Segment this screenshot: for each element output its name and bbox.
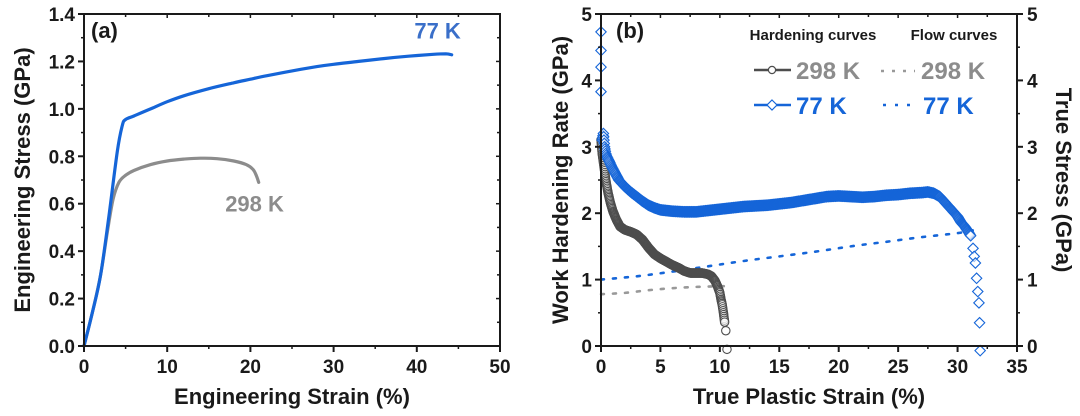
y-tick-label: 1.0: [49, 100, 75, 121]
y2-tick-label: 5: [1027, 5, 1038, 26]
x-tick-label: 30: [323, 357, 344, 378]
x-tick-label: 5: [655, 357, 666, 378]
data-point: [973, 316, 986, 329]
series-line-77-k-flow: [599, 228, 977, 281]
x-tick-label: 10: [157, 357, 178, 378]
series-298-k-hardening: [596, 135, 732, 355]
panel-a-stress-strain-chart: 0 10 20 30 40 500.00.20.40.60.81.01.21.4 (a) …: [10, 5, 511, 409]
legend-label-77k-flow: 77 K: [923, 93, 974, 120]
y-tick-label: 0.0: [49, 337, 75, 358]
y-tick-label: 1.2: [49, 52, 75, 73]
data-point: [974, 344, 987, 357]
x-tick-label: 0: [596, 357, 607, 378]
panel-label-b: (b): [616, 18, 644, 43]
annotation-298k: 298 K: [225, 192, 284, 217]
series-line-298k: [82, 156, 261, 348]
y-tick-label: 3: [581, 138, 592, 159]
data-point: [721, 325, 731, 336]
legend-label-298k-flow: 298 K: [921, 58, 986, 85]
x-tick-label: 40: [406, 357, 427, 378]
legend-header-hardening: Hardening curves: [750, 27, 877, 44]
data-point: [964, 229, 977, 242]
x-tick-label: 20: [828, 357, 849, 378]
y-tick-label: 1.4: [49, 5, 76, 26]
panel-label-a: (a): [91, 18, 118, 43]
x-tick-label: 0: [79, 357, 90, 378]
y-tick-label: 5: [581, 5, 592, 26]
y-tick-label: 1: [581, 271, 592, 292]
legend-marker-diamond: [766, 99, 778, 111]
series-77-k-hardening: [595, 25, 987, 357]
y2-tick-label: 4: [1027, 71, 1038, 92]
x-tick-label: 15: [769, 357, 791, 378]
y-axis-title-b: Work Hardening Rate (GPa): [548, 36, 573, 324]
legend-header-flow: Flow curves: [911, 27, 998, 44]
x-tick-label: 25: [888, 357, 910, 378]
y2-tick-label: 3: [1027, 138, 1038, 159]
series-line-298-k-flow: [599, 284, 728, 296]
x-tick-label: 10: [709, 357, 730, 378]
data-point: [970, 272, 983, 285]
legend-label-298k-hardening: 298 K: [796, 58, 861, 85]
y2-tick-label: 2: [1027, 204, 1038, 225]
x-axis-title-a: Engineering Strain (%): [174, 384, 410, 409]
annotation-77k: 77 K: [414, 19, 461, 44]
plot-frame-a: [83, 13, 501, 347]
y2-tick-label: 1: [1027, 271, 1038, 292]
y-tick-label: 2: [581, 204, 592, 225]
y-tick-label: 4: [581, 71, 592, 92]
legend-marker-circle: [767, 65, 777, 75]
data-point: [969, 257, 982, 269]
legend-label-77k-hardening: 77 K: [796, 93, 847, 120]
data-point: [972, 296, 985, 309]
series-line-77k: [82, 52, 454, 348]
data-point: [719, 317, 730, 327]
y2-axis-title-b: True Stress (GPa): [1051, 88, 1076, 273]
y-tick-label: 0: [581, 337, 592, 358]
data-point: [971, 285, 984, 298]
legend-b: Hardening curves Flow curves 298 K 298 K…: [750, 27, 998, 120]
x-tick-label: 35: [1006, 357, 1028, 378]
x-tick-label: 50: [489, 357, 510, 378]
x-tick-label: 30: [947, 357, 968, 378]
y-tick-label: 0.6: [49, 195, 75, 216]
y-tick-label: 0.8: [49, 147, 75, 168]
x-axis-title-b: True Plastic Strain (%): [693, 384, 925, 409]
y-axis-title-a: Engineering Stress (GPa): [10, 47, 35, 312]
y2-tick-label: 0: [1027, 337, 1038, 358]
y-tick-label: 0.2: [49, 290, 75, 311]
y-tick-label: 0.4: [49, 242, 76, 263]
x-tick-label: 20: [240, 357, 261, 378]
